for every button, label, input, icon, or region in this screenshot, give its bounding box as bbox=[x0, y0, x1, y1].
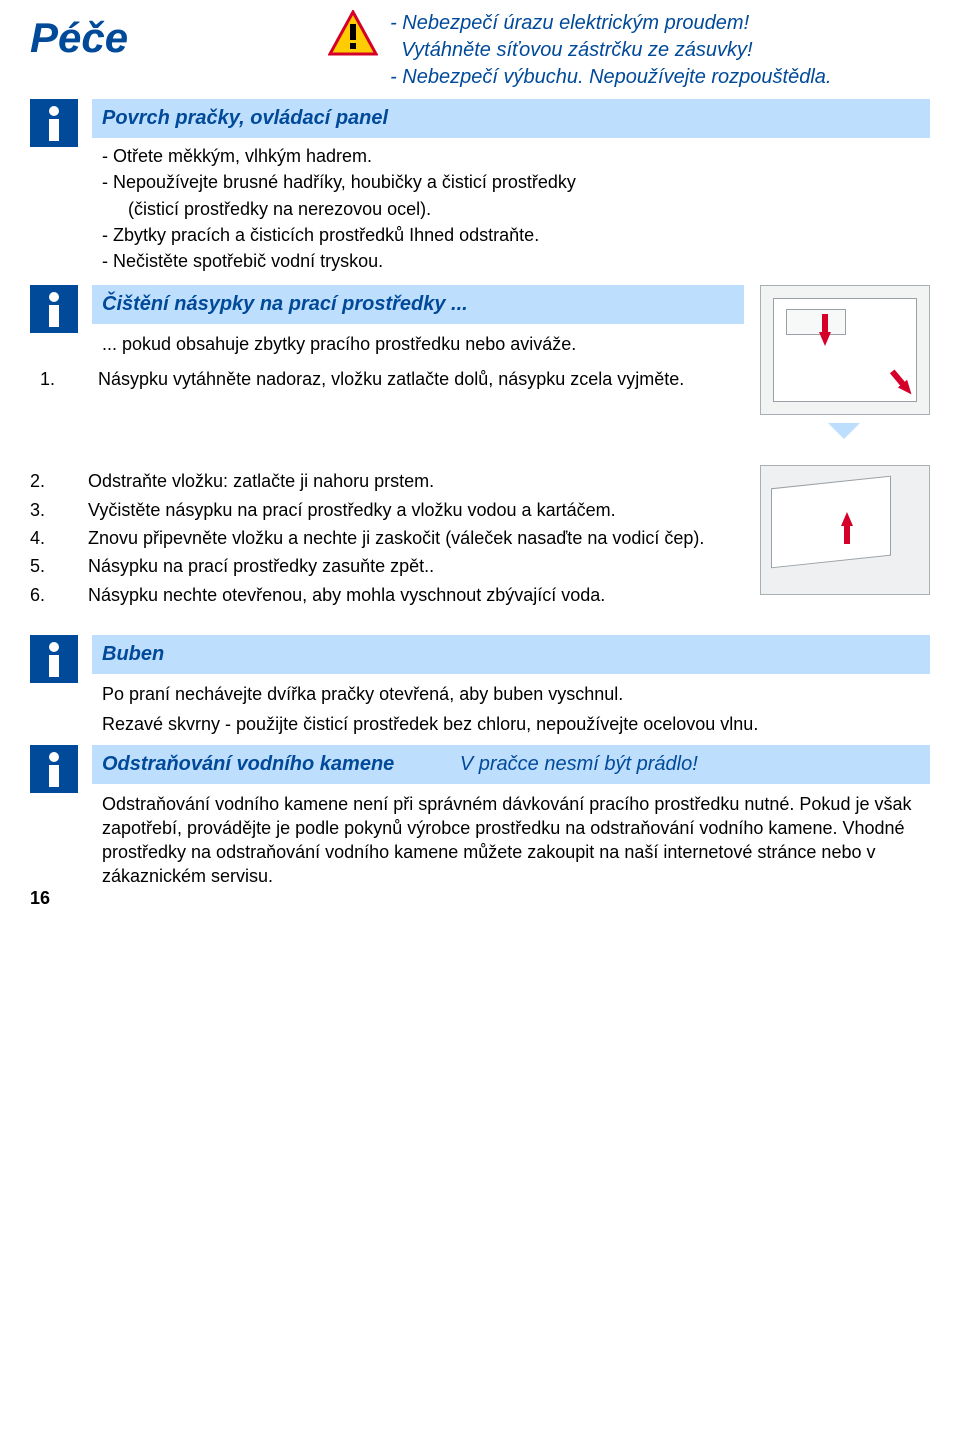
list-item: 6. Násypku nechte otevřenou, aby mohla v… bbox=[30, 583, 734, 607]
descale-heading-text: Odstraňování vodního kamene bbox=[102, 753, 394, 775]
step-num: 5. bbox=[30, 554, 64, 578]
section-descale-body: Odstraňování vodního kamene V pračce nes… bbox=[92, 745, 930, 895]
descale-heading-note: V pračce nesmí být prádlo! bbox=[460, 753, 698, 775]
chevron-down-icon bbox=[828, 423, 860, 439]
section-drawer: Čištění násypky na prací prostředky ... … bbox=[30, 285, 930, 447]
drum-line-1: Po praní nechávejte dvířka pračky otevře… bbox=[92, 680, 930, 712]
section-drawer-body: Čištění násypky na prací prostředky ... … bbox=[92, 285, 930, 447]
warning-block: - Nebezpečí úrazu elektrickým proudem! V… bbox=[328, 10, 831, 91]
step-num: 4. bbox=[30, 526, 64, 550]
surface-bullet: - Nečistěte spotřebič vodní tryskou. bbox=[102, 249, 920, 273]
section-descale: Odstraňování vodního kamene V pračce nes… bbox=[30, 745, 930, 895]
section-drawer-heading: Čištění násypky na prací prostředky ... bbox=[92, 285, 744, 324]
page-number: 16 bbox=[30, 886, 50, 910]
section-drum-body: Buben Po praní nechávejte dvířka pračky … bbox=[92, 635, 930, 743]
info-icon bbox=[30, 635, 78, 683]
step-num: 1. bbox=[40, 367, 74, 391]
drawer-text-col: Čištění násypky na prací prostředky ... … bbox=[92, 285, 744, 395]
info-icon bbox=[30, 99, 78, 147]
list-item: 4. Znovu připevněte vložku a nechte ji z… bbox=[30, 526, 734, 550]
section-surface-body: Povrch pračky, ovládací panel - Otřete m… bbox=[92, 99, 930, 279]
list-item: 2. Odstraňte vložku: zatlačte ji nahoru … bbox=[30, 469, 734, 493]
page: Péče - Nebezpečí úrazu elektrickým proud… bbox=[0, 0, 960, 925]
page-title: Péče bbox=[30, 10, 168, 67]
step-num: 2. bbox=[30, 469, 64, 493]
drawer-graphic bbox=[771, 476, 891, 569]
warning-line-1: - Nebezpečí úrazu elektrickým proudem! bbox=[390, 10, 831, 37]
surface-bullet: - Nepoužívejte brusné hadříky, houbičky … bbox=[102, 170, 920, 194]
warning-icon bbox=[328, 10, 378, 56]
step-text: Násypku na prací prostředky zasuňte zpět… bbox=[88, 554, 734, 578]
surface-bullet: - Zbytky pracích a čisticích prostředků … bbox=[102, 223, 920, 247]
section-drum: Buben Po praní nechávejte dvířka pračky … bbox=[30, 635, 930, 743]
step-text: Odstraňte vložku: zatlačte ji nahoru prs… bbox=[88, 469, 734, 493]
drawer-row: Čištění násypky na prací prostředky ... … bbox=[92, 285, 930, 415]
arrow-down-icon bbox=[819, 332, 831, 346]
steps-row: 2. Odstraňte vložku: zatlačte ji nahoru … bbox=[30, 465, 930, 610]
section-surface: Povrch pračky, ovládací panel - Otřete m… bbox=[30, 99, 930, 279]
appliance-graphic bbox=[773, 298, 917, 402]
header-row: Péče - Nebezpečí úrazu elektrickým proud… bbox=[30, 10, 930, 91]
info-icon bbox=[30, 745, 78, 793]
step-num: 6. bbox=[30, 583, 64, 607]
step-text: Vyčistěte násypku na prací prostředky a … bbox=[88, 498, 734, 522]
drum-line-2: Rezavé skvrny - použijte čisticí prostře… bbox=[92, 712, 930, 742]
section-surface-bullets: - Otřete měkkým, vlhkým hadrem. - Nepouž… bbox=[92, 144, 930, 279]
section-descale-heading: Odstraňování vodního kamene V pračce nes… bbox=[92, 745, 930, 784]
step-text: Násypku nechte otevřenou, aby mohla vysc… bbox=[88, 583, 734, 607]
warning-text: - Nebezpečí úrazu elektrickým proudem! V… bbox=[390, 10, 831, 91]
section-drum-heading: Buben bbox=[92, 635, 930, 674]
step-num: 3. bbox=[30, 498, 64, 522]
surface-bullet: (čisticí prostředky na nerezovou ocel). bbox=[102, 197, 920, 221]
section-drawer-intro: ... pokud obsahuje zbytky pracího prostř… bbox=[92, 330, 744, 362]
step-text: Násypku vytáhněte nadoraz, vložku zatlač… bbox=[98, 367, 734, 391]
illustration-drawer-insert bbox=[760, 465, 930, 595]
steps-list: 2. Odstraňte vložku: zatlačte ji nahoru … bbox=[30, 465, 744, 610]
descale-body: Odstraňování vodního kamene není při spr… bbox=[92, 790, 930, 895]
drawer-step-1: 1. Násypku vytáhněte nadoraz, vložku zat… bbox=[30, 367, 744, 391]
arrow-up-icon bbox=[841, 512, 853, 526]
list-item: 5. Násypku na prací prostředky zasuňte z… bbox=[30, 554, 734, 578]
list-item: 3. Vyčistěte násypku na prací prostředky… bbox=[30, 498, 734, 522]
warning-line-3: - Nebezpečí výbuchu. Nepoužívejte rozpou… bbox=[390, 64, 831, 91]
surface-bullet: - Otřete měkkým, vlhkým hadrem. bbox=[102, 144, 920, 168]
illustration-drawer-pull bbox=[760, 285, 930, 415]
info-icon bbox=[30, 285, 78, 333]
warning-line-2: Vytáhněte síťovou zástrčku ze zásuvky! bbox=[390, 37, 831, 64]
step-text: Znovu připevněte vložku a nechte ji zask… bbox=[88, 526, 734, 550]
section-surface-heading: Povrch pračky, ovládací panel bbox=[92, 99, 930, 138]
